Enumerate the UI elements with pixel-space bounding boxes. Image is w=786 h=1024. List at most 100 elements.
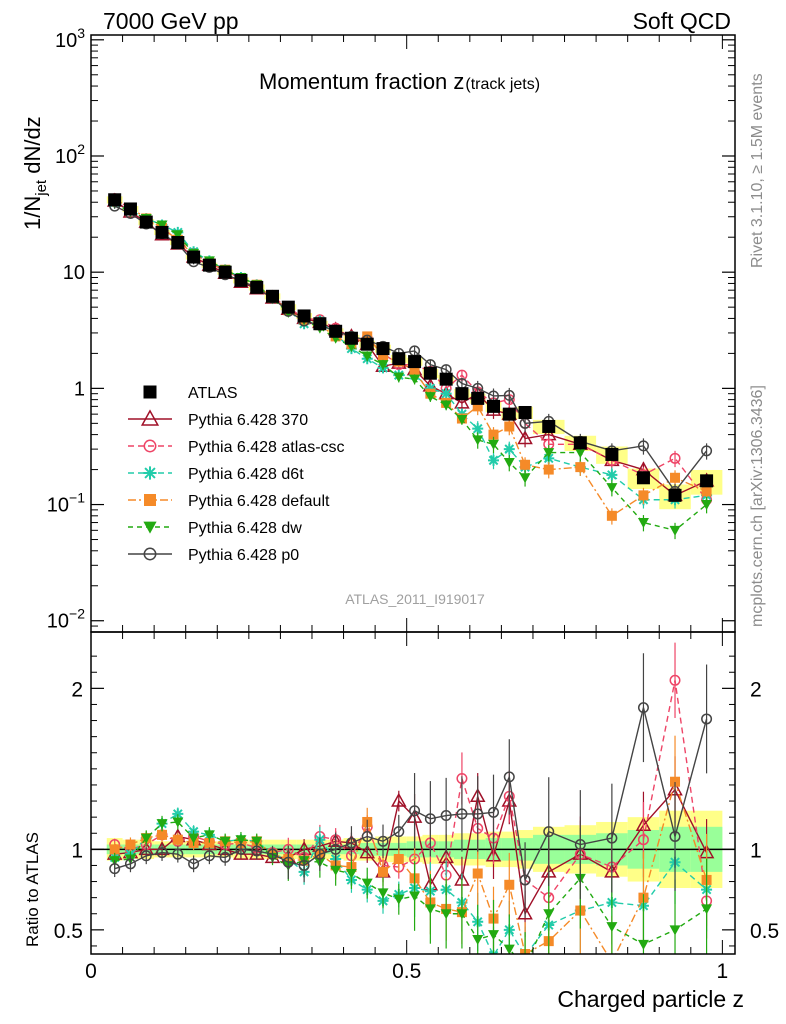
ratio-point-p0 — [606, 832, 618, 844]
data-point-default — [520, 459, 531, 470]
y-tick-label: 102 — [55, 141, 85, 168]
rivet-version: Rivet 3.1.10, ≥ 1.5M events — [749, 73, 766, 268]
data-point-ATLAS — [234, 273, 248, 287]
ratio-point-dw — [503, 944, 515, 954]
ratio-y-tick-label: 0.5 — [54, 920, 83, 943]
ratio-point-default — [504, 879, 515, 890]
ratio-point-p0 — [156, 847, 168, 859]
data-point-ATLAS — [360, 337, 374, 351]
data-point-d6t — [606, 469, 618, 481]
ratio-point-p0 — [519, 874, 531, 886]
ratio-line-d6t — [114, 813, 708, 954]
ratio-point-p0 — [219, 851, 231, 863]
ratio-point-p0 — [701, 713, 713, 725]
ratio-point-p0 — [377, 835, 389, 847]
ratio-point-dw — [188, 833, 200, 844]
ratio-point-370 — [359, 844, 375, 859]
ratio-point-dw — [669, 925, 681, 936]
y-tick-label: 10 — [63, 262, 85, 284]
ratio-point-p0 — [124, 858, 136, 870]
data-point-p0 — [503, 389, 515, 401]
data-point-dw — [377, 360, 389, 371]
ratio-point-dw — [203, 830, 215, 841]
x-tick-label: 0.5 — [392, 960, 421, 983]
ratio-point-dw — [520, 962, 531, 972]
ratio-series-p0 — [109, 653, 713, 918]
ratio-point-p0 — [235, 843, 247, 855]
ratio-line-default — [114, 779, 708, 954]
ratio-point-dw — [637, 939, 649, 950]
ratio-y-tick-label-right: 2 — [750, 678, 762, 701]
ratio-y-label: Ratio to ATLAS — [23, 832, 42, 947]
ratio-plot-frame — [90, 631, 736, 955]
series-ATLAS — [108, 193, 714, 502]
data-point-ATLAS — [139, 215, 153, 229]
data-point-ATLAS — [202, 258, 216, 272]
data-point-dw — [701, 500, 713, 511]
ratio-point-p0 — [188, 858, 200, 870]
ratio-point-p0 — [543, 826, 555, 838]
legend-label-p0: Pythia 6.428 p0 — [188, 547, 299, 564]
legend-marker-ATLAS — [143, 385, 157, 399]
data-point-ATLAS — [439, 372, 453, 386]
ratio-point-p0 — [574, 839, 586, 851]
data-point-dw — [519, 473, 531, 484]
legend-item-p0: Pythia 6.428 p0 — [128, 547, 299, 564]
main-y-label: 1/Njet dN/dz — [20, 116, 50, 230]
ratio-y-tick-label: 2 — [71, 678, 83, 701]
legend-label-370: Pythia 6.428 370 — [188, 412, 308, 429]
data-point-ATLAS — [329, 324, 343, 338]
data-point-ATLAS — [636, 471, 650, 485]
plot-title: Momentum fraction z(track jets) — [259, 69, 540, 94]
y-tick-label: 10−1 — [47, 490, 85, 517]
legend-label-d6t: Pythia 6.428 d6t — [188, 466, 304, 483]
data-point-ATLAS — [266, 289, 280, 303]
ratio-point-370 — [391, 792, 407, 807]
data-point-ATLAS — [250, 280, 264, 294]
ratio-point-default — [670, 776, 681, 787]
ratio-point-atlas-csc — [669, 674, 681, 686]
ratio-point-p0 — [140, 850, 152, 862]
data-point-default — [472, 401, 483, 412]
ratio-series-dw — [109, 814, 713, 972]
data-point-d6t — [472, 423, 484, 435]
data-point-ATLAS — [344, 331, 358, 345]
data-point-370 — [517, 430, 533, 445]
ratio-point-p0 — [109, 863, 121, 875]
legend-marker-dw — [143, 521, 157, 534]
ratio-point-dw — [393, 894, 405, 905]
data-point-default — [504, 421, 515, 432]
legend-label-atlas-csc: Pythia 6.428 atlas-csc — [188, 439, 345, 456]
data-point-ATLAS — [123, 202, 137, 216]
data-point-ATLAS — [542, 419, 556, 433]
legend-label-default: Pythia 6.428 default — [188, 493, 330, 510]
data-point-p0 — [701, 445, 713, 457]
y-tick-label: 10−2 — [47, 606, 85, 633]
data-point-default — [378, 350, 389, 361]
data-point-ATLAS — [502, 407, 516, 421]
ratio-point-p0 — [424, 813, 436, 825]
header-left: 7000 GeV pp — [103, 8, 239, 34]
legend-item-d6t: Pythia 6.428 d6t — [128, 466, 304, 483]
legend-marker-default — [144, 494, 156, 506]
data-point-default — [606, 510, 617, 521]
ratio-y-tick-label-right: 1 — [750, 839, 762, 862]
ratio-point-p0 — [361, 830, 373, 842]
data-point-dw — [637, 518, 649, 529]
ratio-point-p0 — [503, 771, 515, 783]
legend-marker-p0 — [143, 547, 157, 561]
ratio-point-p0 — [409, 805, 421, 817]
ratio-point-p0 — [456, 808, 468, 820]
ratio-point-default — [378, 866, 389, 877]
ratio-point-dw — [251, 836, 263, 847]
y-tick-label: 1 — [74, 378, 85, 400]
legend-item-ATLAS: ATLAS — [143, 385, 238, 402]
ratio-point-dw — [543, 909, 555, 920]
data-point-dw — [574, 448, 586, 459]
data-point-default — [543, 464, 554, 475]
ratio-point-370 — [517, 905, 533, 920]
ratio-point-p0 — [472, 808, 484, 820]
data-point-370 — [454, 394, 470, 409]
ratio-point-p0 — [345, 837, 357, 849]
